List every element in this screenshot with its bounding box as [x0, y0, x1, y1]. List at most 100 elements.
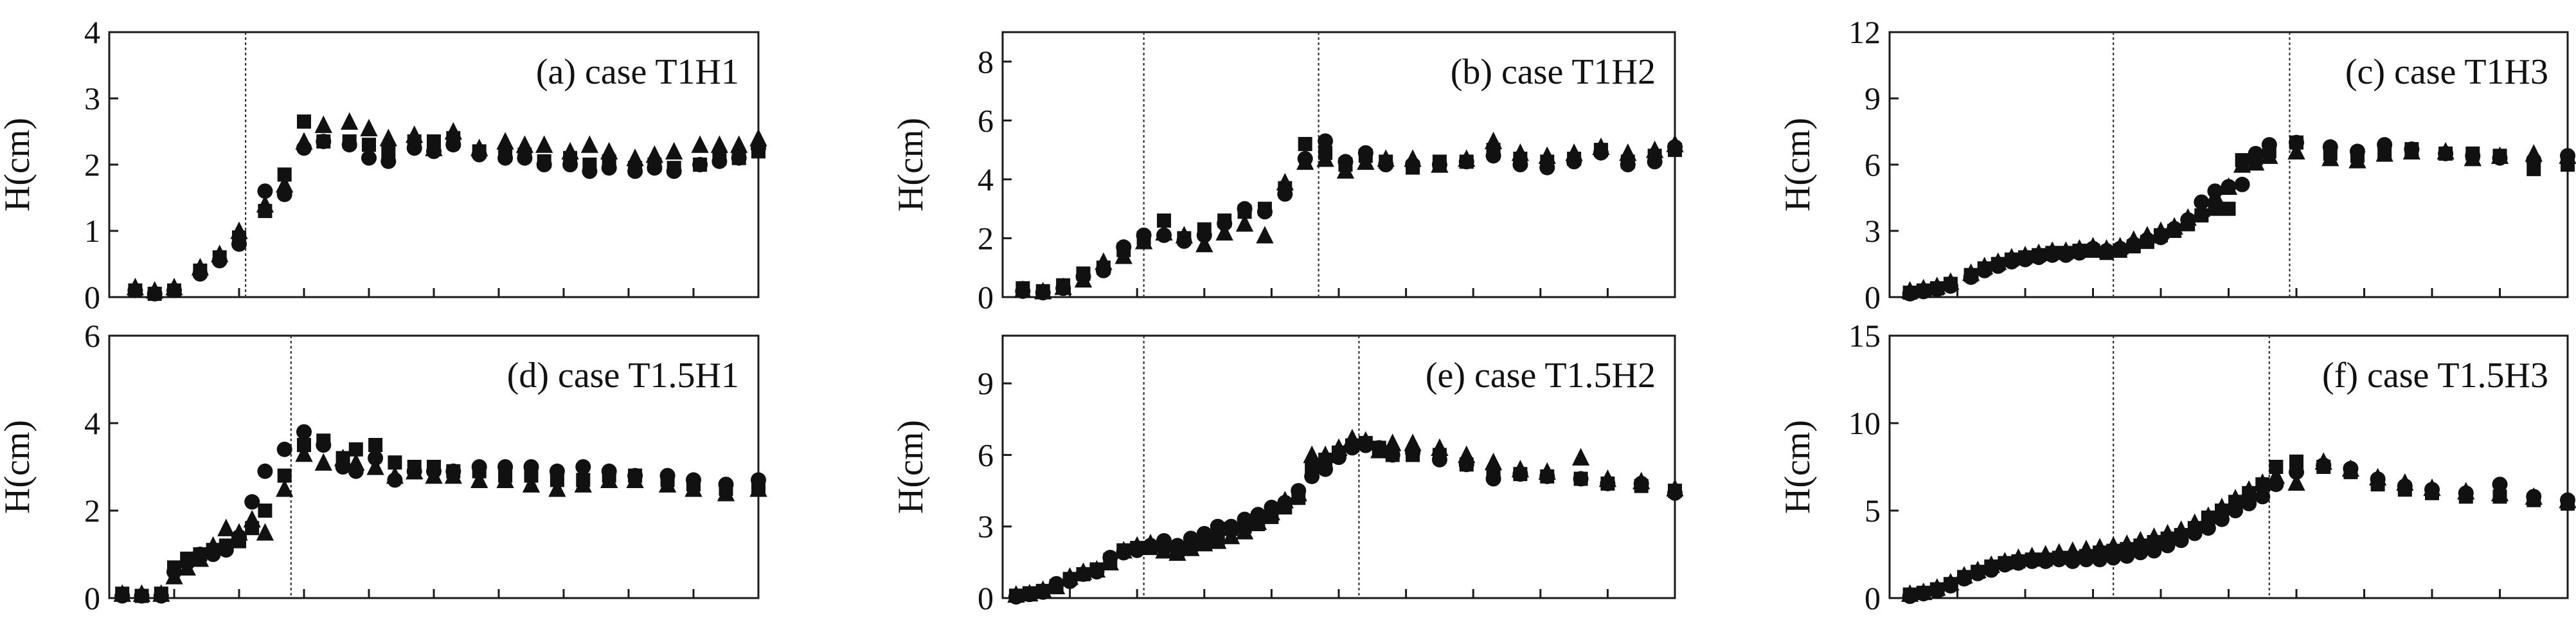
panel-title: (d) case T1.5H1: [507, 356, 739, 395]
data-point-triangle: [217, 518, 235, 536]
data-point-triangle: [2260, 146, 2278, 164]
y-tick-label: 4: [84, 405, 100, 441]
data-point-triangle: [1276, 172, 1294, 191]
y-axis-label: H(cm): [891, 118, 931, 212]
data-point-triangle: [1928, 277, 1946, 295]
data-point-circle: [711, 153, 728, 169]
panel-title: (a) case T1H1: [536, 52, 739, 92]
data-point-circle: [549, 463, 565, 479]
data-point-triangle: [691, 135, 709, 153]
data-point-circle: [2289, 464, 2304, 480]
data-point-triangle: [2030, 243, 2048, 261]
data-point-triangle: [1619, 143, 1637, 161]
series-triangle: [1007, 428, 1684, 603]
data-point-triangle: [522, 475, 541, 493]
data-point-triangle: [684, 479, 702, 497]
y-tick-label: 0: [84, 279, 100, 315]
series-triangle: [113, 444, 767, 602]
data-point-circle: [1257, 204, 1273, 220]
data-point-triangle: [2070, 239, 2089, 257]
data-point-triangle: [1316, 149, 1334, 167]
y-tick-label: 4: [84, 14, 100, 50]
data-point-triangle: [2287, 141, 2305, 160]
data-point-triangle: [2559, 146, 2576, 164]
data-point-triangle: [2375, 144, 2393, 162]
data-point-triangle: [1249, 512, 1267, 530]
data-point-triangle: [574, 475, 592, 493]
data-point-triangle: [1645, 140, 1664, 158]
data-point-triangle: [1598, 469, 1617, 487]
data-point-triangle: [1377, 149, 1395, 167]
data-point-triangle: [658, 475, 677, 493]
data-point-circle: [2228, 503, 2244, 518]
y-tick-label: 3: [84, 80, 100, 116]
data-point-triangle: [2179, 208, 2197, 226]
data-point-triangle: [1384, 433, 1402, 451]
y-tick-label: 9: [1865, 80, 1881, 116]
y-tick-label: 4: [978, 161, 994, 197]
data-point-circle: [2234, 176, 2250, 192]
y-tick-label: 6: [978, 102, 994, 138]
series-circle: [1015, 133, 1683, 301]
data-point-triangle: [165, 277, 183, 296]
data-point-circle: [2214, 511, 2230, 527]
chart-panel-5: 0 3 6 9 (e) case T1.5H2 H(cm): [891, 334, 1684, 616]
data-point-triangle: [1222, 526, 1240, 545]
data-point-circle: [471, 459, 487, 475]
data-point-triangle: [1484, 131, 1503, 150]
data-point-circle: [666, 163, 682, 179]
data-point-triangle: [1458, 445, 1476, 464]
data-point-triangle: [1565, 143, 1583, 161]
data-point-circle: [517, 150, 533, 166]
data-point-triangle: [379, 129, 397, 147]
data-point-triangle: [2097, 239, 2116, 257]
data-point-triangle: [665, 141, 683, 160]
data-point-triangle: [256, 523, 274, 541]
data-point-triangle: [2247, 152, 2265, 171]
data-point-triangle: [1101, 552, 1120, 571]
data-point-triangle: [2192, 199, 2210, 217]
data-point-triangle: [1141, 534, 1159, 552]
data-point-triangle: [1357, 152, 1375, 170]
data-point-square: [2289, 454, 2303, 469]
data-point-square: [277, 468, 292, 483]
y-tick-label: 12: [1848, 14, 1881, 50]
data-point-triangle: [561, 141, 579, 160]
data-point-triangle: [1571, 448, 1590, 466]
data-point-circle: [244, 494, 260, 510]
data-point-circle: [2322, 139, 2338, 155]
data-point-triangle: [626, 470, 644, 489]
data-point-triangle: [1034, 580, 1052, 598]
data-point-triangle: [1095, 252, 1113, 270]
data-point-triangle: [1074, 562, 1093, 580]
data-point-triangle: [1235, 522, 1254, 540]
data-point-triangle: [730, 135, 748, 153]
data-point-triangle: [1928, 578, 1946, 596]
data-point-circle: [497, 459, 514, 475]
data-point-triangle: [2111, 237, 2129, 255]
data-point-circle: [2146, 543, 2162, 559]
data-point-triangle: [444, 122, 462, 140]
data-point-triangle: [2219, 177, 2238, 195]
data-point-triangle: [2043, 241, 2061, 259]
data-point-triangle: [256, 195, 274, 213]
data-point-circle: [1237, 201, 1253, 217]
data-point-triangle: [749, 129, 767, 147]
data-point-triangle: [366, 457, 384, 475]
data-point-triangle: [1195, 234, 1213, 253]
data-point-triangle: [230, 221, 248, 239]
data-point-triangle: [2321, 149, 2339, 167]
data-point-triangle: [2050, 543, 2068, 561]
data-point-triangle: [749, 479, 767, 497]
data-point-circle: [1196, 525, 1212, 541]
data-point-triangle: [2437, 141, 2455, 160]
data-point-triangle: [360, 118, 378, 136]
data-point-triangle: [1289, 484, 1307, 502]
data-point-square: [348, 442, 363, 457]
y-tick-label: 6: [84, 318, 100, 354]
data-point-circle: [523, 459, 539, 475]
data-point-triangle: [2091, 538, 2109, 556]
data-point-triangle: [470, 138, 488, 156]
data-point-triangle: [2158, 523, 2177, 542]
data-point-triangle: [1982, 555, 2000, 573]
